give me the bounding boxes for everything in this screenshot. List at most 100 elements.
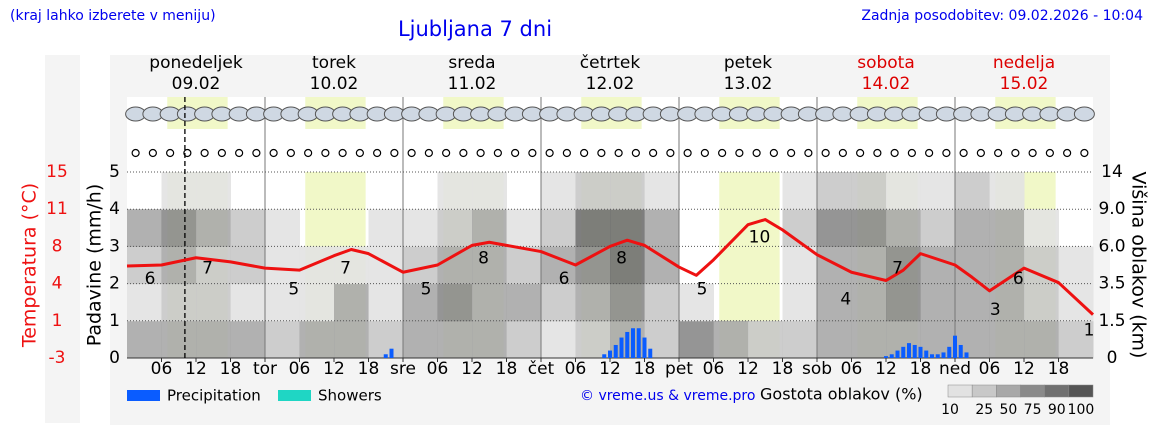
precip-bar [884,356,888,358]
wind-marker [476,148,485,158]
cloud-cell [989,283,1025,322]
x-tick-label: 18 [358,359,380,379]
cloud-cell [127,209,162,247]
cloud-scale-box [996,384,1021,398]
wind-marker [407,148,416,158]
cloud-cell [299,283,335,322]
precip-bar [625,331,630,358]
temp-tick-label: 8 [52,236,63,256]
y2-axis-label: Višina oblakov (km) [1128,172,1150,359]
cloud-cell [437,246,473,285]
x-tick-label: 12 [1013,359,1035,379]
precip-bar [642,337,647,358]
cloud-cell [1024,320,1059,359]
cloud-cell [886,283,921,322]
cloud-cell [1024,209,1059,247]
day-date: 12.02 [586,74,635,94]
cloud-cell [506,283,542,322]
wind-marker [338,148,347,158]
wind-marker [994,148,1003,158]
cloud-cell [196,283,231,322]
wind-marker [148,148,157,158]
wind-marker [304,148,313,158]
wind-marker [235,148,244,158]
cloud-cell [472,283,507,322]
precip-bar [648,348,653,358]
wind-marker [459,148,468,158]
cloud-cell [817,209,852,247]
wind-marker [528,148,537,158]
cloud-cell [817,283,852,322]
cloud-cell [782,320,818,359]
cloud-cell [368,209,404,247]
legend-swatch [278,390,311,401]
y2-tick-label: 9.0 [1098,199,1125,219]
wind-marker [131,148,140,158]
cloud-cell [299,320,335,359]
cloud-cell [920,172,956,210]
temp-label: 7 [892,259,903,279]
cloud-cell [506,320,542,359]
cloud-cell [541,209,576,247]
legend-label: Showers [318,387,382,405]
cloud-cell [437,320,473,359]
cloud-cell [230,320,266,359]
temp-tick-label: 1 [52,311,63,331]
x-tick-label: 18 [910,359,932,379]
temp-label: 7 [202,259,213,279]
cloud-cell [886,172,921,210]
cloud-scale-label: 10 [941,402,959,418]
wind-marker [562,148,571,158]
chart-title: Ljubljana 7 dni [398,17,552,41]
cloud-cell [955,172,990,210]
cloud-cell [610,172,645,210]
x-tick-label: 12 [599,359,621,379]
cloud-cell [817,172,852,210]
wind-marker [666,148,675,158]
y2-tick-label: 1.5 [1098,311,1125,331]
cloud-cell [989,172,1025,210]
temp-label: 10 [749,228,771,248]
precip-bar [953,335,957,358]
precip-bar [924,350,929,358]
cloud-cell [196,209,231,247]
weather-icon [1073,106,1095,122]
precip-bar [912,344,917,358]
cloud-scale-box [971,384,997,398]
precip-bar [918,346,923,358]
cloud-cell [472,246,507,285]
cloud-cell [127,320,162,359]
wind-marker [873,148,882,158]
cloud-cell [679,283,714,322]
cloud-cell [265,283,300,322]
cloud-cell [575,209,611,247]
precip-bar [930,354,934,358]
wind-marker [838,148,847,158]
wind-marker [373,148,382,158]
cloud-cell [265,246,300,285]
cloud-cell [403,209,438,247]
cloud-cell [851,320,887,359]
precip-bar [636,328,641,358]
y-axis-label: Padavine (mm/h) [84,184,106,347]
wind-marker [217,148,226,158]
y2-tick-label: 14 [1101,162,1123,182]
wind-marker [959,148,968,158]
temp-label: 8 [616,248,627,268]
cloud-cell [437,283,473,322]
cloud-cell [644,283,680,322]
x-tick-label: 18 [634,359,656,379]
cloud-cell [161,172,197,210]
wind-marker [166,148,175,158]
cloud-cell [920,246,956,285]
cloud-cell [955,209,990,247]
cloud-scale-label: 50 [1000,402,1018,418]
x-tick-label: 18 [1048,359,1070,379]
temp-label: 6 [1013,269,1024,289]
wind-marker [683,148,692,158]
wind-marker [718,148,727,158]
y-tick-label: 2 [109,274,120,294]
cloud-cell [541,320,576,359]
updated: Zadnja posodobitev: 09.02.2026 - 10:04 [861,8,1143,24]
cloud-cell [437,209,473,247]
